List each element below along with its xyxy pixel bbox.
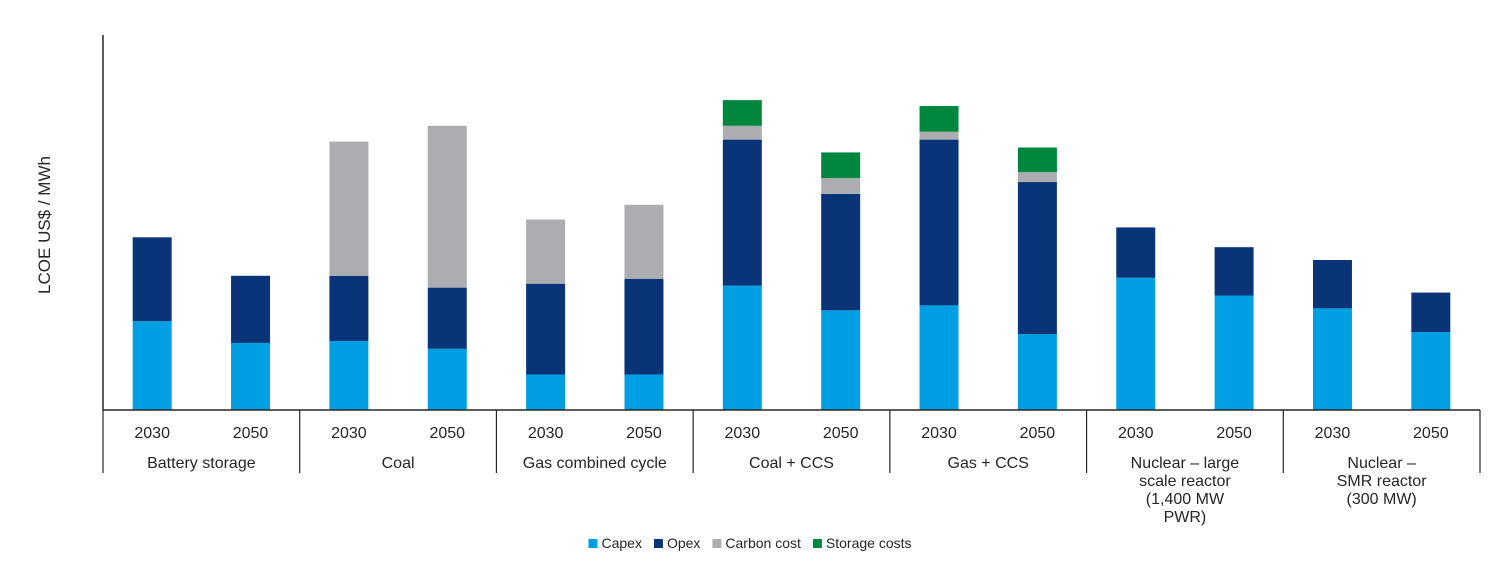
bar-opex-coal-ccs-2050 xyxy=(821,193,861,311)
legend-swatch-capex xyxy=(588,539,598,548)
x-tick-label: 2030 xyxy=(725,425,761,442)
bar-carbon-cost-gas-combined-cycle-2030 xyxy=(526,219,566,284)
x-tick-label: 2050 xyxy=(1413,425,1449,442)
bar-carbon-cost-gas-ccs-2030 xyxy=(919,131,959,140)
bar-opex-battery-storage-2050 xyxy=(231,275,271,343)
bar-carbon-cost-coal-ccs-2050 xyxy=(821,178,861,194)
bar-capex-battery-storage-2050 xyxy=(231,342,271,410)
x-tick-label: 2030 xyxy=(921,425,957,442)
legend-swatch-opex xyxy=(653,539,663,548)
x-tick-label: 2030 xyxy=(1118,425,1154,442)
x-tick-label: 2050 xyxy=(429,425,465,442)
group-label: scale reactor xyxy=(1139,473,1231,490)
x-tick-label: 2030 xyxy=(331,425,367,442)
x-tick-label: 2030 xyxy=(1315,425,1351,442)
bar-opex-gas-ccs-2030 xyxy=(919,139,959,306)
bars-layer xyxy=(132,100,1451,410)
group-label: Coal xyxy=(382,455,415,472)
bar-capex-coal-ccs-2050 xyxy=(821,310,861,410)
x-tick-label: 2030 xyxy=(134,425,170,442)
bar-storage-costs-gas-ccs-2030 xyxy=(919,106,959,132)
bar-storage-costs-coal-ccs-2030 xyxy=(722,100,762,126)
bar-carbon-cost-gas-combined-cycle-2050 xyxy=(624,204,664,279)
bar-capex-nuclear-smr-reactor-2050 xyxy=(1411,332,1451,410)
legend-label-opex: Opex xyxy=(667,535,700,551)
bar-carbon-cost-coal-2030 xyxy=(329,141,369,276)
group-label: Nuclear – xyxy=(1347,455,1416,472)
bar-opex-nuclear-large-scale-reactor-2030 xyxy=(1116,227,1156,278)
bar-storage-costs-gas-ccs-2050 xyxy=(1017,147,1057,173)
bar-storage-costs-coal-ccs-2050 xyxy=(821,152,861,179)
bar-opex-gas-combined-cycle-2050 xyxy=(624,278,664,375)
bar-capex-coal-2030 xyxy=(329,340,369,410)
bar-capex-gas-ccs-2030 xyxy=(919,305,959,410)
bar-opex-coal-2030 xyxy=(329,275,369,341)
legend-label-capex: Capex xyxy=(601,535,641,551)
bar-opex-gas-ccs-2050 xyxy=(1017,182,1057,335)
group-label: PWR) xyxy=(1164,509,1207,526)
bar-capex-coal-ccs-2030 xyxy=(722,285,762,410)
x-tick-label: 2050 xyxy=(233,425,269,442)
bar-opex-coal-ccs-2030 xyxy=(722,139,762,286)
bar-carbon-cost-gas-ccs-2050 xyxy=(1017,172,1057,183)
bar-capex-gas-combined-cycle-2050 xyxy=(624,374,664,410)
bar-opex-nuclear-smr-reactor-2050 xyxy=(1411,292,1451,333)
group-label: SMR reactor xyxy=(1337,473,1427,490)
group-label: Gas combined cycle xyxy=(523,455,667,472)
x-axis: 2030 2050 Battery storage 2030 2050 Coal 2030 2… xyxy=(102,410,1481,526)
group-label: Coal + CCS xyxy=(749,455,834,472)
bar-capex-nuclear-large-scale-reactor-2050 xyxy=(1214,295,1254,410)
bar-capex-nuclear-smr-reactor-2030 xyxy=(1312,308,1352,410)
x-tick-label: 2050 xyxy=(1216,425,1252,442)
bar-capex-gas-ccs-2050 xyxy=(1017,334,1057,410)
group-label: (300 MW) xyxy=(1347,491,1417,508)
legend-swatch-carbon-cost xyxy=(712,539,722,548)
bar-carbon-cost-coal-ccs-2030 xyxy=(722,125,762,140)
bar-opex-coal-2050 xyxy=(427,287,467,349)
group-label: Battery storage xyxy=(147,455,256,472)
bar-capex-nuclear-large-scale-reactor-2030 xyxy=(1116,277,1156,410)
x-tick-label: 2030 xyxy=(528,425,564,442)
y-axis-label: LCOE US$ / MWh xyxy=(35,156,54,294)
legend-swatch-storage-costs xyxy=(812,539,822,548)
x-tick-label: 2050 xyxy=(626,425,662,442)
bar-opex-battery-storage-2030 xyxy=(132,237,172,322)
bar-capex-gas-combined-cycle-2030 xyxy=(526,374,566,410)
legend-label-carbon-cost: Carbon cost xyxy=(725,535,801,551)
bar-carbon-cost-coal-2050 xyxy=(427,125,467,288)
group-label: (1,400 MW xyxy=(1146,491,1225,508)
legend-label-storage-costs: Storage costs xyxy=(826,535,912,551)
bar-opex-nuclear-smr-reactor-2030 xyxy=(1312,260,1352,309)
x-tick-label: 2050 xyxy=(1020,425,1056,442)
bar-capex-coal-2050 xyxy=(427,348,467,410)
bar-opex-nuclear-large-scale-reactor-2050 xyxy=(1214,247,1254,296)
group-label: Nuclear – large xyxy=(1131,455,1240,472)
bar-capex-battery-storage-2030 xyxy=(132,321,172,410)
legend: Capex Opex Carbon cost Storage costs xyxy=(588,535,912,551)
x-tick-label: 2050 xyxy=(823,425,859,442)
group-label: Gas + CCS xyxy=(948,455,1029,472)
bar-opex-gas-combined-cycle-2030 xyxy=(526,283,566,375)
